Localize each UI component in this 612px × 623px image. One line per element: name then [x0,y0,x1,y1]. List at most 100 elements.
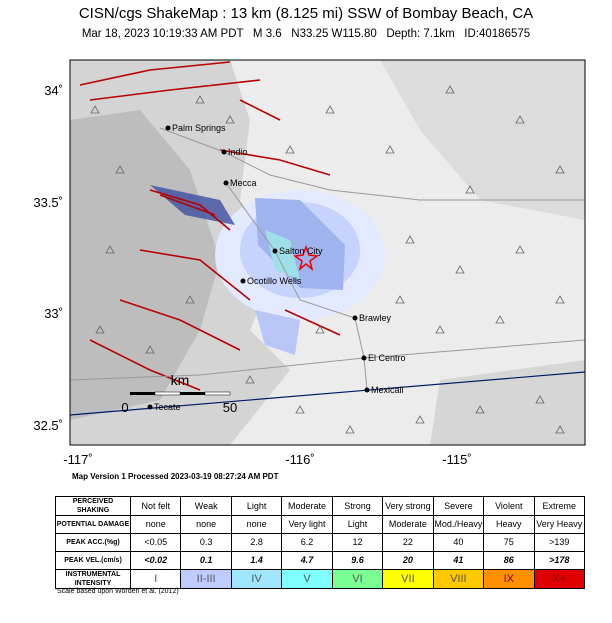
map-layers [70,60,585,445]
station [515,115,525,124]
legend-cell: Heavy [483,515,535,534]
station [295,405,305,414]
station [95,325,105,334]
legend-cell: 22 [382,533,434,552]
city-label: Mexicali [371,385,404,395]
station [495,315,505,324]
legend-cell: IV [230,569,283,589]
legend-cell: >139 [533,533,585,552]
legend-cell: 6.2 [281,533,333,552]
city-dot [240,278,246,284]
lat-label: 33.5˚ [33,195,63,210]
legend-cell: 0.1 [180,551,232,570]
legend-cell: Extreme [533,496,585,516]
station [435,325,445,334]
mountains [70,110,220,420]
city-dot [147,404,153,410]
lon-label: -116˚ [285,452,314,467]
map-view: CISN/cgs ShakeMap : 13 km (8.125 mi) SSW… [33,5,586,481]
city-label: El Centro [368,353,406,363]
city-label: Brawley [359,313,392,323]
city-label: Palm Springs [172,123,226,133]
legend-cell: Violent [483,496,535,516]
legend-cell: Moderate [382,515,434,534]
border [70,371,585,416]
legend-cell: <0.02 [129,551,182,570]
station [145,345,155,354]
subtitle: Mar 18, 2023 10:19:33 AM PDT M 3.6 N33.2… [82,28,530,40]
station [445,85,455,94]
city-label: Tecate [154,402,181,412]
station [185,295,195,304]
legend-cell: Strong [331,496,384,516]
station [345,425,355,434]
legend-cell: none [180,515,232,534]
salton-sea [255,198,345,290]
legend-cell: Weak [180,496,232,516]
legend-cell: Light [230,496,283,516]
legend-cell: 0.3 [180,533,232,552]
legend-cell: VI [331,569,384,589]
legend-row: PEAK ACC.(%g) <0.05 0.3 2.8 6.2 12 22 40 75 >139 [55,533,585,552]
city-dot [361,355,367,361]
lat-label: 34˚ [44,83,63,98]
legend-cell: 20 [382,551,434,570]
legend-cell: <0.05 [129,533,182,552]
station [415,415,425,424]
legend-cell: 40 [432,533,485,552]
city-dot [352,315,358,321]
intensity-iv [265,230,300,280]
legend-cell: none [129,515,182,534]
scale-unit: km [171,372,190,388]
station [245,375,255,384]
scale-start: 0 [121,400,128,415]
legend-cell: IX [483,569,535,589]
legend-cell: 1.4 [230,551,283,570]
station [555,425,565,434]
station [195,95,205,104]
station [465,185,475,194]
station [475,405,485,414]
station [535,395,545,404]
scale-bar: km 0 50 [121,372,237,415]
shaking-patch [255,310,300,355]
legend-cell: X+ [533,569,585,589]
epicenter [293,244,319,272]
legend-cell: Very light [281,515,333,534]
row-label: PEAK VEL.(cm/s) [55,551,131,570]
legend-cell: VII [382,569,434,589]
legend-cell: 75 [483,533,535,552]
map-version: Map Version 1 Processed 2023-03-19 08:27… [72,472,279,481]
legend-cell: Light [331,515,384,534]
legend-cell: 86 [483,551,535,570]
city-dot [165,125,171,131]
station [555,295,565,304]
legend-cell: Very Heavy [533,515,585,534]
map-frame [69,59,586,446]
legend-cell: I [129,569,182,589]
city-dot [272,248,278,254]
legend-row: INSTRUMENTAL INTENSITY I II-III IV V VI VII VII… [55,569,585,589]
station [325,105,335,114]
legend-row: PERCEIVED SHAKING Not felt Weak Light Modera… [55,496,585,516]
legend-cell: V [281,569,333,589]
lon-label: -117˚ [63,452,92,467]
row-label: PERCEIVED SHAKING [55,496,131,516]
scale-end: 50 [223,400,237,415]
station [285,145,295,154]
row-label: INSTRUMENTAL INTENSITY [55,569,131,589]
city-label: Salton City [279,246,323,256]
roads [70,127,585,391]
city-label: Indio [228,147,248,157]
city-dot [364,387,370,393]
station [90,105,100,114]
legend-cell: >178 [533,551,585,570]
legend-cell: 2.8 [230,533,283,552]
station [395,295,405,304]
row-label: POTENTIAL DAMAGE [55,515,131,534]
scale-note: Scale based upon Worden et al. (2012) [57,588,179,595]
station [405,235,415,244]
legend-cell: Very strong [382,496,434,516]
legend-cell: 12 [331,533,384,552]
station [455,265,465,274]
